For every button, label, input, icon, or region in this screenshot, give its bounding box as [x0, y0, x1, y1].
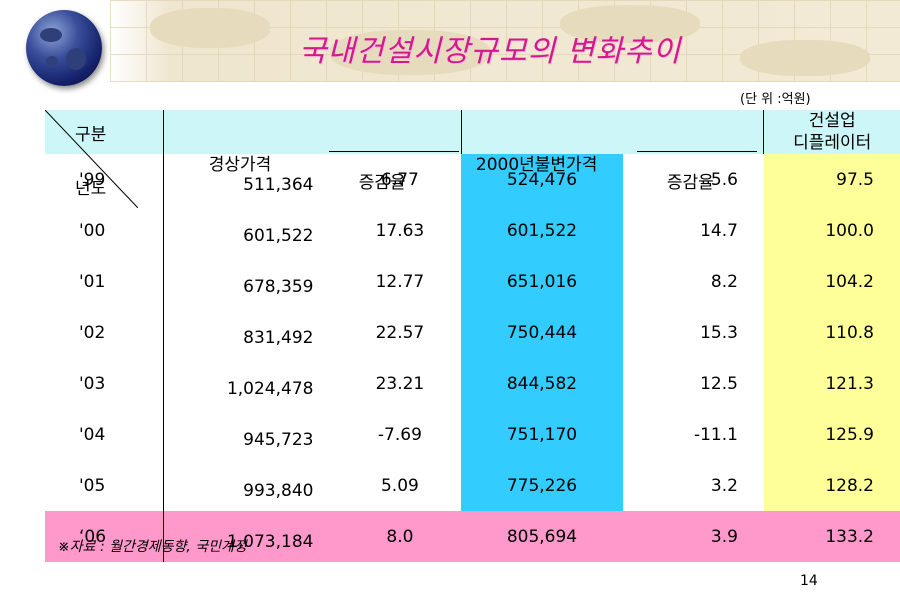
header-deflator-line1: 건설업	[808, 111, 856, 131]
cell-current-growth: 12.77	[375, 271, 425, 292]
cell-year: '05	[45, 460, 164, 511]
cell-constant-growth: 14.7	[700, 220, 738, 241]
cell-year: '04	[45, 409, 164, 460]
header-corner-top: 구분	[75, 125, 107, 145]
cell-year: '01	[45, 256, 164, 307]
cell-current-growth: 6.77	[380, 169, 419, 190]
header-underline	[636, 151, 757, 152]
cell-current-price: 831,492	[243, 327, 314, 348]
header-deflator: 건설업 디플레이터	[763, 110, 900, 154]
header-constant-growth: 증감율	[666, 173, 714, 193]
cell-constant-growth: 15.3	[700, 322, 738, 343]
cell-constant-growth: 3.2	[710, 475, 738, 496]
table-header-row: 구분 년도 경상가격 증감율 2000년불변가격 증감율 건설업 디플레이터	[45, 110, 900, 208]
cell-constant-price: 751,170	[461, 409, 623, 460]
cell-current-price: 1,024,478	[226, 378, 314, 399]
cell-constant-growth: 3.9	[622, 511, 764, 562]
cell-constant-price: 651,016	[461, 256, 623, 307]
page-number: 14	[800, 573, 818, 589]
cell-deflator: 121.3	[763, 358, 900, 409]
cell-deflator: 97.5	[763, 154, 900, 205]
map-landmass	[150, 8, 270, 48]
cell-deflator: 125.9	[763, 409, 900, 460]
cell-constant-price: 601,522	[461, 205, 623, 256]
source-note: ※자료 : 월간경제동향, 국민계정	[58, 539, 247, 555]
cell-current-growth: 23.21	[375, 373, 425, 394]
table-row: '05 993,840 5.09 775,226 3.2 128.2	[45, 460, 900, 511]
cell-constant-growth: -11.1	[693, 424, 738, 445]
cell-constant-growth: 8.2	[710, 271, 738, 292]
diagonal-divider	[45, 110, 138, 208]
table-row: '00 601,522 17.63 601,522 14.7 100.0	[45, 205, 900, 256]
construction-market-table: 구분 년도 경상가격 증감율 2000년불변가격 증감율 건설업 디플레이터 '…	[45, 110, 900, 562]
cell-current-price: 1,073,184	[163, 511, 339, 562]
header-current-growth: 증감율	[358, 173, 406, 193]
header-constant-group: 2000년불변가격 증감율	[460, 110, 764, 193]
table-row: '04 945,723 -7.69 751,170 -11.1 125.9	[45, 409, 900, 460]
cell-year: '00	[45, 205, 164, 256]
cell-deflator: 110.8	[763, 307, 900, 358]
cell-current-price: 945,723	[243, 429, 314, 450]
cell-deflator: 133.2	[763, 511, 900, 562]
header-underline	[328, 151, 459, 152]
cell-constant-price: 750,444	[461, 307, 623, 358]
map-landmass	[560, 5, 700, 43]
cell-current-growth: 22.57	[375, 322, 425, 343]
cell-year: '03	[45, 358, 164, 409]
table-row: '03 1,024,478 23.21 844,582 12.5 121.3	[45, 358, 900, 409]
cell-current-price: 511,364	[243, 174, 314, 195]
page-title: 국내건설시장규모의 변화추이	[298, 34, 682, 69]
cell-year: ‘06	[45, 511, 164, 562]
cell-current-growth: 5.09	[380, 475, 419, 496]
cell-year: '02	[45, 307, 164, 358]
globe-icon	[26, 10, 102, 86]
cell-constant-price: 775,226	[461, 460, 623, 511]
cell-current-growth: 17.63	[375, 220, 425, 241]
map-landmass	[330, 30, 490, 75]
cell-constant-growth: 12.5	[700, 373, 738, 394]
table-row: '99 511,364 6.77 524,476 5.6 97.5	[45, 154, 900, 205]
cell-current-price: 601,522	[243, 225, 314, 246]
cell-constant-price: 844,582	[461, 358, 623, 409]
header-constant-price: 2000년불변가격	[475, 155, 598, 175]
cell-constant-price: 805,694	[461, 511, 623, 562]
cell-current-growth: 8.0	[338, 511, 462, 562]
header-current-group: 경상가격 증감율	[163, 110, 462, 193]
header-deflator-line2: 디플레이터	[793, 133, 872, 153]
header-current-price: 경상가격	[208, 155, 272, 175]
cell-current-price: 993,840	[243, 480, 314, 501]
map-landmass	[740, 40, 870, 76]
unit-label: (단 위 :억원)	[740, 92, 811, 107]
cell-deflator: 104.2	[763, 256, 900, 307]
table-row: '02 831,492 22.57 750,444 15.3 110.8	[45, 307, 900, 358]
table-row: '01 678,359 12.77 651,016 8.2 104.2	[45, 256, 900, 307]
cell-year: '99	[45, 154, 164, 205]
map-banner	[0, 0, 900, 82]
cell-deflator: 128.2	[763, 460, 900, 511]
cell-constant-growth: 5.6	[710, 169, 738, 190]
cell-constant-price: 524,476	[461, 154, 623, 205]
header-corner-bottom: 년도	[75, 179, 107, 199]
cell-deflator: 100.0	[763, 205, 900, 256]
cell-current-price: 678,359	[243, 276, 314, 297]
cell-current-growth: -7.69	[377, 424, 422, 445]
header-corner-cell: 구분 년도	[45, 110, 164, 208]
table-row-highlight: ‘06 1,073,184 8.0 805,694 3.9 133.2	[45, 511, 900, 562]
